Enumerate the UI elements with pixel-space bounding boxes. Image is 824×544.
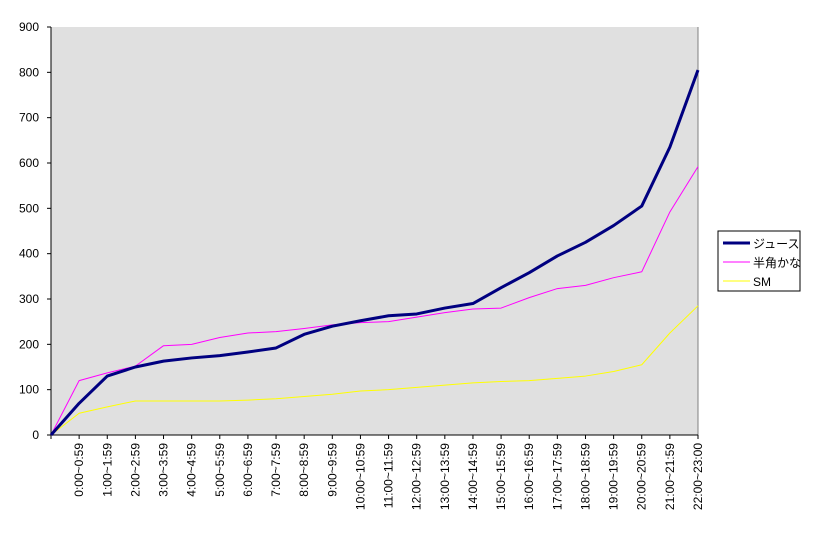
legend-label: 半角かな (753, 256, 801, 270)
x-tick-label: 8:00~8:59 (297, 443, 311, 497)
x-tick-label: 13:00~13:59 (438, 443, 452, 510)
y-tick-label: 600 (19, 156, 39, 170)
x-tick-label: 9:00~9:59 (325, 443, 339, 497)
y-tick-label: 500 (19, 201, 39, 215)
x-tick-label: 14:00~14:59 (466, 443, 480, 510)
x-tick-label: 3:00~3:59 (157, 443, 171, 497)
y-tick-label: 900 (19, 20, 39, 34)
x-tick-label: 21:00~21:59 (663, 443, 677, 510)
y-tick-label: 100 (19, 383, 39, 397)
x-tick-label: 6:00~6:59 (241, 443, 255, 497)
y-tick-label: 0 (32, 428, 39, 442)
x-tick-label: 17:00~17:59 (550, 443, 564, 510)
x-tick-label: 16:00~16:59 (522, 443, 536, 510)
y-tick-label: 400 (19, 247, 39, 261)
x-tick-label: 11:00~11:59 (382, 443, 396, 509)
y-tick-label: 800 (19, 65, 39, 79)
y-tick-label: 200 (19, 337, 39, 351)
y-tick-label: 700 (19, 111, 39, 125)
x-tick-label: 1:00~1:59 (100, 443, 114, 497)
x-tick-label: 15:00~15:59 (494, 443, 508, 510)
x-tick-label: 7:00~7:59 (269, 443, 283, 497)
x-tick-label: 5:00~5:59 (213, 443, 227, 497)
x-tick-label: 4:00~4:59 (185, 443, 199, 497)
legend-label: SM (753, 275, 771, 289)
x-tick-label: 22:00~23:00 (691, 443, 705, 510)
x-tick-label: 20:00~20:59 (635, 443, 649, 510)
x-tick-label: 2:00~2:59 (128, 443, 142, 497)
x-tick-label: 0:00~0:59 (72, 443, 86, 497)
x-axis: 0:00~0:59 1:00~1:59 2:00~2:59 3:00~3:59 4:00… (51, 435, 705, 510)
x-tick-label: 18:00~18:59 (578, 443, 592, 510)
x-tick-label: 10:00~10:59 (353, 443, 367, 510)
y-tick-label: 300 (19, 292, 39, 306)
x-tick-label: 19:00~19:59 (607, 443, 621, 510)
y-axis: 0 100 200 300 400 500 600 700 800 900 (19, 20, 51, 442)
legend-label: ジュース (753, 237, 800, 251)
x-tick-label: 12:00~12:59 (410, 443, 424, 510)
